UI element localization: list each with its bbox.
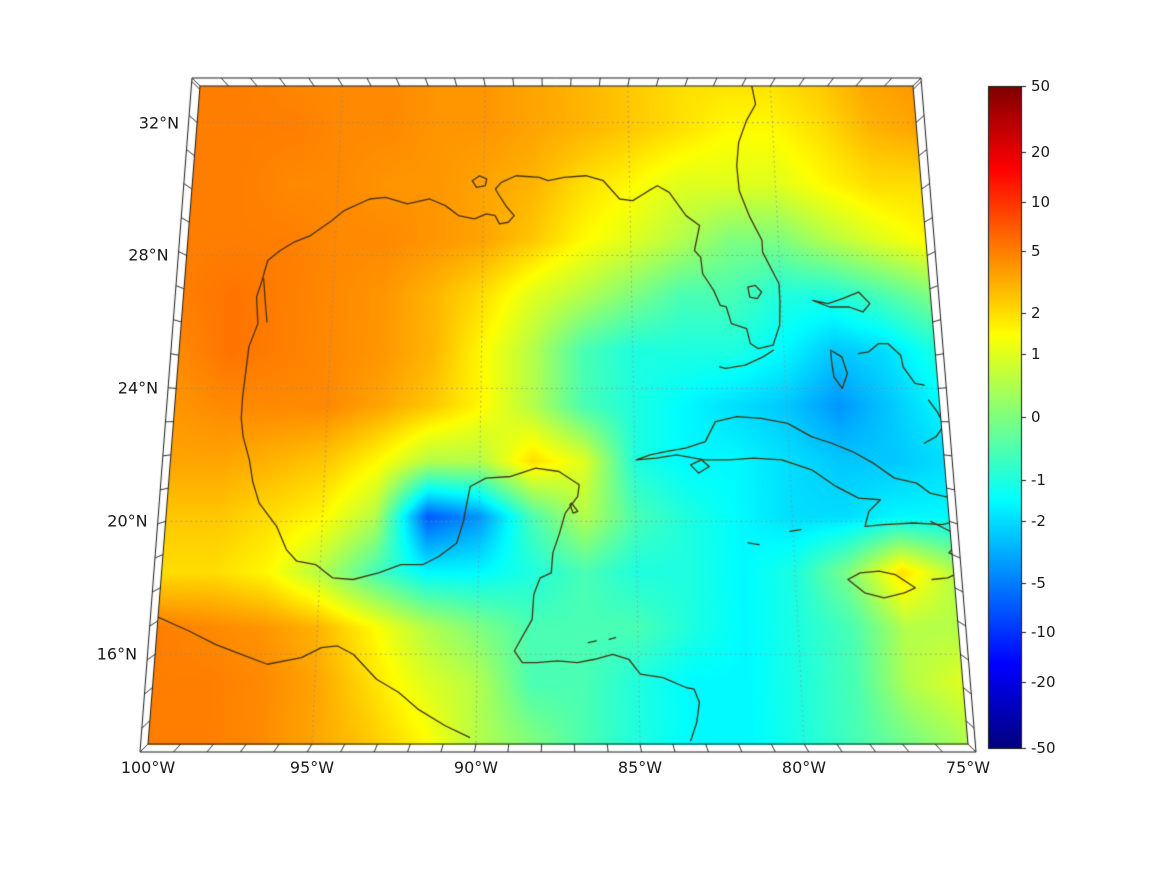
lon-tick-label: 90°W bbox=[453, 758, 499, 777]
lon-tick-label: 80°W bbox=[781, 758, 827, 777]
colorbar-tick-label: -20 bbox=[1031, 673, 1056, 692]
colorbar-tick-label: -1 bbox=[1031, 471, 1046, 490]
colorbar-tick-label: -10 bbox=[1031, 623, 1056, 642]
lat-tick-label: 16°N bbox=[96, 644, 138, 664]
colorbar-tick-label: 5 bbox=[1031, 241, 1041, 260]
colorbar-tick-label: 20 bbox=[1031, 142, 1051, 161]
colorbar-tick-label: -50 bbox=[1031, 739, 1056, 757]
colorbar-tick-label: 1 bbox=[1031, 344, 1041, 363]
colorbar-tick-label: 0 bbox=[1031, 408, 1041, 426]
colorbar-tick-label: -5 bbox=[1031, 574, 1046, 593]
colorbar-tick-label: 2 bbox=[1031, 304, 1041, 323]
lat-tick-label: 32°N bbox=[138, 113, 180, 133]
lon-tick-label: 100°W bbox=[120, 758, 176, 777]
lon-tick-label: 85°W bbox=[617, 758, 663, 777]
colorbar-tick-label: -2 bbox=[1031, 511, 1046, 530]
lat-tick-label: 24°N bbox=[117, 378, 159, 398]
lat-tick-label: 20°N bbox=[107, 511, 148, 531]
colorbar-tick-label: 10 bbox=[1031, 192, 1051, 211]
lon-tick-label: 75°W bbox=[945, 758, 991, 777]
colorbar-tick-label: 50 bbox=[1031, 77, 1051, 95]
lat-tick-label: 28°N bbox=[128, 245, 169, 265]
lon-tick-label: 95°W bbox=[289, 758, 335, 777]
